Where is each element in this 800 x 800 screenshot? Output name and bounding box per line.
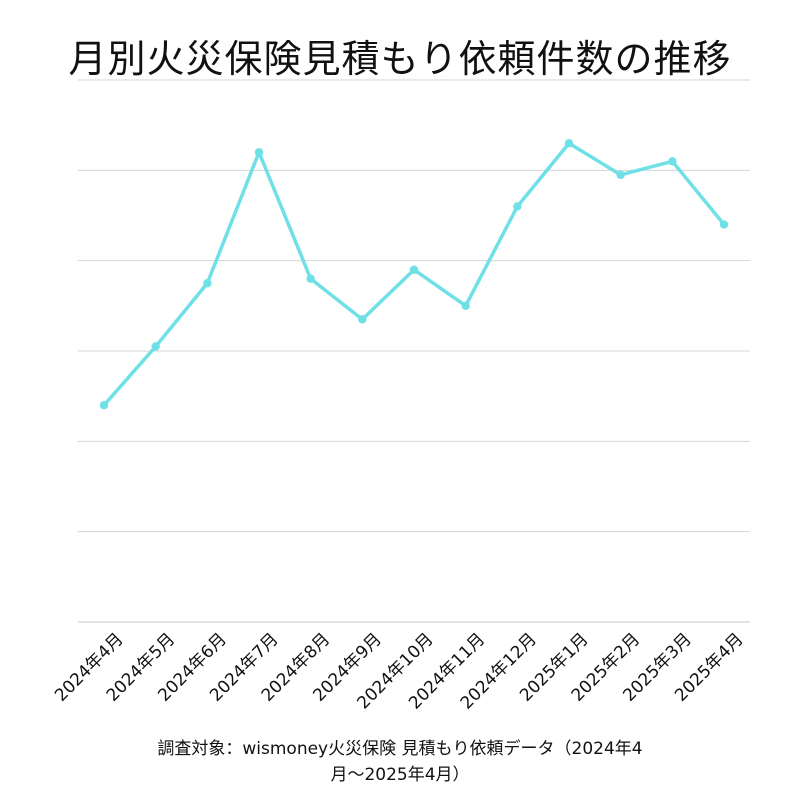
x-axis-tick-labels: 2024年4月2024年5月2024年6月2024年7月2024年8月2024年… (51, 629, 747, 713)
data-point (409, 265, 419, 274)
caption-line-2: 月〜2025年4月） (330, 765, 470, 785)
data-point (564, 139, 574, 148)
data-point (203, 279, 212, 288)
data-point (306, 274, 315, 283)
data-point (719, 220, 729, 229)
data-point (151, 342, 160, 351)
data-point (513, 202, 522, 211)
series-layer (99, 139, 729, 410)
caption-line-1: 調査対象：wismoney火災保険 見積もり依頼データ（2024年4 (157, 739, 643, 759)
data-point (358, 315, 367, 324)
data-point (668, 157, 677, 166)
data-point (99, 401, 109, 410)
series-line (102, 141, 726, 407)
data-point (461, 301, 470, 311)
gridlines (78, 79, 750, 623)
data-point (254, 148, 264, 157)
chart-title: 月別火災保険見積もり依頼件数の推移 (68, 37, 732, 81)
source-caption: 調査対象：wismoney火災保険 見積もり依頼データ（2024年4 月〜202… (0, 736, 800, 788)
data-point (616, 170, 625, 180)
